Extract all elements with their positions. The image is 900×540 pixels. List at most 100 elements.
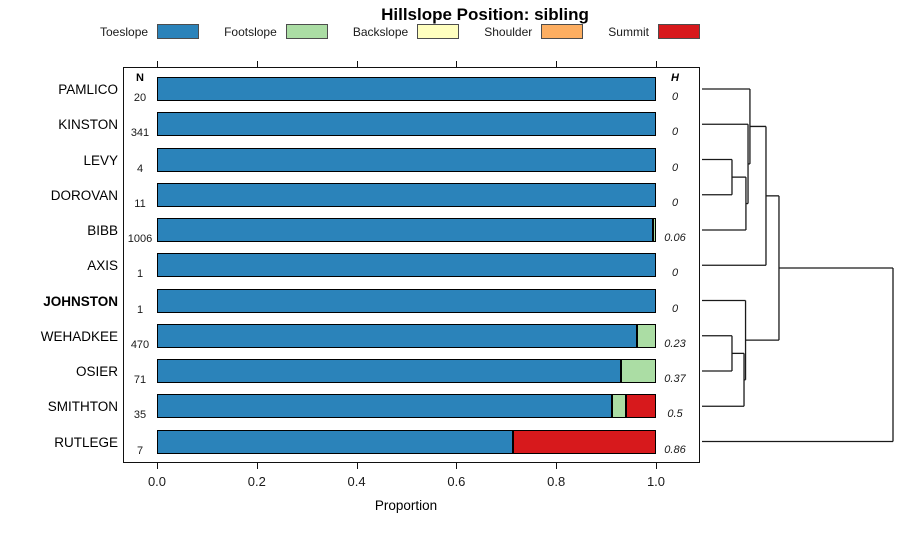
legend-label: Toeslope <box>100 24 149 39</box>
h-value: 0 <box>671 126 679 139</box>
x-tick-top <box>456 61 458 67</box>
h-value: 0.23 <box>664 337 686 350</box>
bar-segment-summit <box>626 394 656 419</box>
x-tick-label: 1.0 <box>646 474 666 489</box>
x-tick <box>356 463 358 469</box>
h-value: 0.37 <box>664 373 686 385</box>
bar-segment-footslope <box>652 218 656 242</box>
series-label: WEHADKEE <box>40 328 118 344</box>
x-tick-top <box>256 61 258 67</box>
series-label: KINSTON <box>58 117 118 133</box>
bar-row <box>157 394 656 419</box>
legend-swatch-shoulder <box>541 24 584 39</box>
series-label: LEVY <box>83 152 118 168</box>
x-tick-top <box>157 61 158 67</box>
bar-segment-toeslope <box>157 323 638 348</box>
bar-segment-toeslope <box>157 429 514 454</box>
bar-row <box>157 182 656 207</box>
h-value: 0.86 <box>664 443 686 456</box>
bar-row <box>157 253 656 278</box>
x-tick <box>456 463 458 469</box>
x-tick-top <box>556 61 558 67</box>
n-value: 35 <box>133 409 147 422</box>
legend-label: Shoulder <box>484 24 533 39</box>
h-value: 0.06 <box>664 232 686 244</box>
series-label: PAMLICO <box>58 82 118 97</box>
bar-segment-footslope <box>612 394 627 419</box>
h-column-header: H <box>671 72 679 84</box>
x-tick <box>556 463 558 469</box>
series-label: DOROVAN <box>50 187 118 203</box>
legend-item: Toeslope <box>100 24 200 39</box>
bar-segment-toeslope <box>157 182 656 207</box>
h-value: 0 <box>671 196 679 209</box>
plot-area <box>123 67 700 463</box>
x-tick-label: 0.2 <box>247 474 266 489</box>
n-value: 11 <box>134 197 146 210</box>
legend-swatch-footslope <box>285 24 328 39</box>
legend-item: Summit <box>608 24 700 39</box>
legend-swatch-backslope <box>417 24 460 39</box>
bar-row <box>157 323 656 348</box>
bar-row <box>157 147 656 172</box>
legend-item: Backslope <box>352 24 460 39</box>
legend-item: Shoulder <box>484 24 584 39</box>
legend-label: Footslope <box>224 24 277 39</box>
series-label: RUTLEGE <box>54 434 118 450</box>
series-label: BIBB <box>87 223 118 238</box>
legend: Toeslope Footslope Backslope Shoulder Summit <box>100 24 700 39</box>
bar-segment-toeslope <box>157 112 656 137</box>
legend-swatch-summit <box>657 24 700 39</box>
bar-segment-toeslope <box>157 394 613 419</box>
legend-swatch-toeslope <box>157 24 200 39</box>
chart-title: Hillslope Position: sibling <box>381 5 589 24</box>
bar-row <box>157 218 656 242</box>
bar-segment-toeslope <box>157 218 653 242</box>
bar-segment-toeslope <box>157 253 656 278</box>
x-tick-label: 0.0 <box>147 474 167 489</box>
bar-segment-toeslope <box>157 288 656 313</box>
bar-row <box>157 288 656 313</box>
x-axis-label: Proportion <box>374 498 438 513</box>
bar-segment-footslope <box>637 323 656 348</box>
bar-row <box>157 429 656 454</box>
series-label: JOHNSTON <box>43 293 118 309</box>
x-tick <box>656 463 657 469</box>
bar-segment-toeslope <box>157 359 622 383</box>
n-value: 20 <box>133 92 147 104</box>
series-label: AXIS <box>87 258 118 274</box>
n-value: 341 <box>130 127 150 140</box>
h-value: 0 <box>671 267 679 280</box>
bar-segment-toeslope <box>157 147 656 172</box>
n-value: 1 <box>136 268 144 281</box>
bar-row <box>157 77 656 101</box>
h-value: 0 <box>671 302 679 315</box>
bar-segment-toeslope <box>157 77 656 101</box>
n-value: 1 <box>136 303 144 316</box>
series-label: OSIER <box>75 364 118 379</box>
h-value: 0 <box>671 91 679 103</box>
bar-row <box>157 359 656 383</box>
n-value: 4 <box>136 162 144 175</box>
n-value: 1006 <box>127 233 153 245</box>
legend-label: Backslope <box>352 24 409 39</box>
n-value: 7 <box>136 444 144 457</box>
bar-segment-summit <box>513 429 656 454</box>
n-column-header: N <box>136 72 144 84</box>
x-tick <box>256 463 258 469</box>
bar-row <box>157 112 656 137</box>
x-tick-top <box>356 61 358 67</box>
x-tick-top <box>656 61 657 67</box>
series-label: SMITHTON <box>47 399 118 415</box>
legend-item: Footslope <box>224 24 328 39</box>
h-value: 0 <box>671 161 679 174</box>
n-value: 470 <box>130 338 150 351</box>
x-tick-label: 0.4 <box>347 474 366 489</box>
x-tick <box>157 463 158 469</box>
legend-label: Summit <box>608 24 649 39</box>
bar-segment-footslope <box>621 359 656 383</box>
x-tick-label: 0.8 <box>547 474 566 489</box>
n-value: 71 <box>133 374 147 386</box>
h-value: 0.5 <box>667 408 683 421</box>
